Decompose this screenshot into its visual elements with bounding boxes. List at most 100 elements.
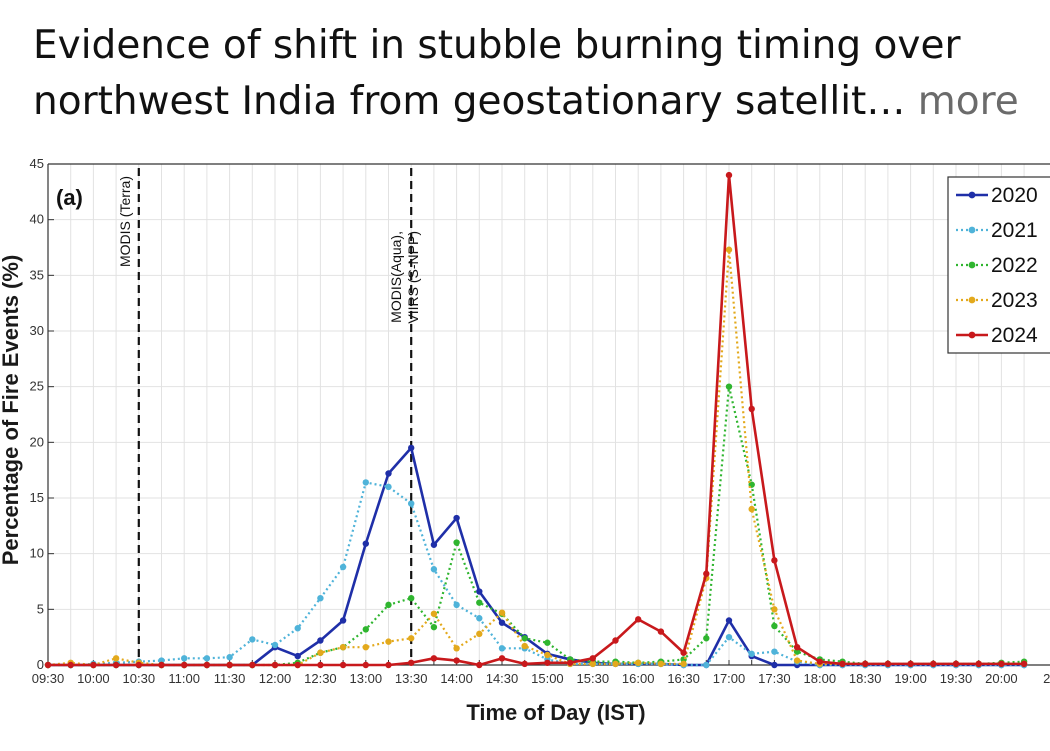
data-point-2023 — [476, 630, 483, 638]
legend: 2020 2021 2022 2023 2024 — [947, 176, 1050, 354]
data-point-2020 — [339, 617, 347, 624]
data-point-2024 — [181, 661, 188, 669]
data-point-2023 — [657, 660, 665, 668]
legend-box — [947, 176, 1050, 354]
data-point-2024 — [657, 628, 665, 635]
data-point-2023 — [385, 638, 392, 645]
data-point-2021 — [249, 636, 256, 643]
y-tick-label: 40 — [30, 212, 44, 227]
data-point-2022 — [385, 601, 392, 609]
data-point-2024 — [498, 655, 506, 662]
data-point-2023 — [544, 651, 551, 659]
x-tick-label: 14:30 — [486, 671, 519, 686]
data-point-2021 — [317, 595, 324, 602]
legend-marker-2024 — [968, 331, 976, 339]
data-point-2024 — [1020, 660, 1028, 668]
x-tick-label: 15:30 — [577, 671, 610, 686]
data-point-2024 — [294, 661, 301, 669]
data-point-2023 — [362, 643, 369, 651]
y-axis-title: Percentage of Fire Events (%) — [0, 255, 23, 566]
legend-label-2022: 2022 — [991, 254, 1038, 277]
headline: Evidence of shift in stubble burning tim… — [33, 18, 1043, 130]
y-tick-label: 25 — [30, 379, 44, 394]
legend-marker-2021 — [968, 226, 976, 234]
data-point-2024 — [884, 660, 892, 668]
legend-label-2023: 2023 — [991, 289, 1038, 312]
x-tick-label: 14:00 — [440, 671, 473, 686]
x-tick-label: 12:00 — [259, 671, 292, 686]
x-axis-title: Time of Day (IST) — [466, 700, 645, 725]
y-tick-label: 0 — [37, 657, 44, 672]
data-point-2021 — [294, 625, 301, 632]
data-point-2024 — [249, 661, 256, 669]
data-point-2021 — [226, 654, 233, 661]
data-point-2024 — [771, 557, 778, 564]
data-point-2020 — [362, 540, 369, 547]
headline-line-2-text: northwest India from geostationary satel… — [33, 79, 906, 124]
data-point-2024 — [430, 655, 438, 662]
data-point-2021 — [476, 615, 483, 622]
data-point-2024 — [408, 659, 415, 666]
legend-marker-2020 — [968, 191, 976, 199]
data-point-2022 — [430, 623, 438, 631]
panel-label: (a) — [56, 185, 83, 210]
marker-label-aqua: MODIS(Aqua), — [388, 231, 404, 323]
data-point-2022 — [771, 622, 778, 630]
x-tick-label: 20:00 — [985, 671, 1018, 686]
y-tick-label: 30 — [30, 323, 44, 338]
data-series — [44, 171, 1028, 669]
data-point-2020 — [725, 617, 733, 624]
data-point-2020 — [498, 619, 506, 626]
data-point-2023 — [680, 660, 687, 668]
data-point-2024 — [544, 659, 551, 666]
x-tick-label: 10:30 — [123, 671, 156, 686]
data-point-2023 — [521, 642, 528, 650]
data-point-2022 — [362, 626, 369, 633]
data-point-2022 — [793, 648, 801, 655]
data-point-2024 — [112, 661, 120, 669]
data-point-2024 — [703, 570, 710, 577]
x-tick-label: 12:30 — [304, 671, 337, 686]
y-tick-label: 10 — [30, 546, 44, 561]
data-point-2024 — [339, 661, 347, 669]
data-point-2024 — [930, 660, 937, 668]
data-point-2021 — [385, 483, 392, 491]
data-point-2021 — [498, 645, 506, 652]
data-point-2020 — [294, 652, 301, 660]
x-tick-label: 18:00 — [804, 671, 837, 686]
data-point-2024 — [67, 661, 74, 669]
data-point-2024 — [907, 660, 914, 668]
data-point-2023 — [498, 609, 506, 616]
data-point-2020 — [430, 541, 438, 548]
data-point-2024 — [589, 655, 596, 662]
more-link[interactable]: more — [917, 79, 1019, 124]
x-tick-label: 13:00 — [350, 671, 383, 686]
data-point-2021 — [771, 648, 778, 655]
series-line-2024 — [48, 173, 1025, 667]
data-point-2022 — [544, 639, 551, 646]
data-point-2023 — [612, 660, 619, 668]
legend-label-2021: 2021 — [991, 219, 1038, 242]
data-point-2024 — [158, 661, 165, 669]
data-point-2022 — [408, 595, 415, 602]
data-point-2022 — [703, 635, 710, 642]
x-tick-label: 09:30 — [32, 671, 65, 686]
headline-line-2[interactable]: northwest India from geostationary satel… — [33, 74, 1043, 130]
data-point-2023 — [748, 505, 755, 513]
data-point-2021 — [408, 500, 415, 507]
data-point-2021 — [453, 601, 460, 609]
data-point-2023 — [453, 645, 460, 652]
legend-marker-2022 — [968, 261, 976, 269]
x-tick-label: 13:30 — [395, 671, 428, 686]
data-point-2022 — [725, 383, 733, 390]
x-tick-label: 17:30 — [758, 671, 791, 686]
data-point-2023 — [430, 610, 438, 617]
data-point-2024 — [612, 637, 619, 644]
data-point-2023 — [793, 657, 801, 664]
data-point-2022 — [476, 599, 483, 606]
data-point-2024 — [748, 405, 755, 413]
data-point-2024 — [135, 661, 142, 669]
axes: 0 5 10 15 20 25 30 35 40 45 09:30 10:00 10:30 11:00 11… — [30, 156, 1050, 686]
data-point-2020 — [385, 470, 392, 477]
